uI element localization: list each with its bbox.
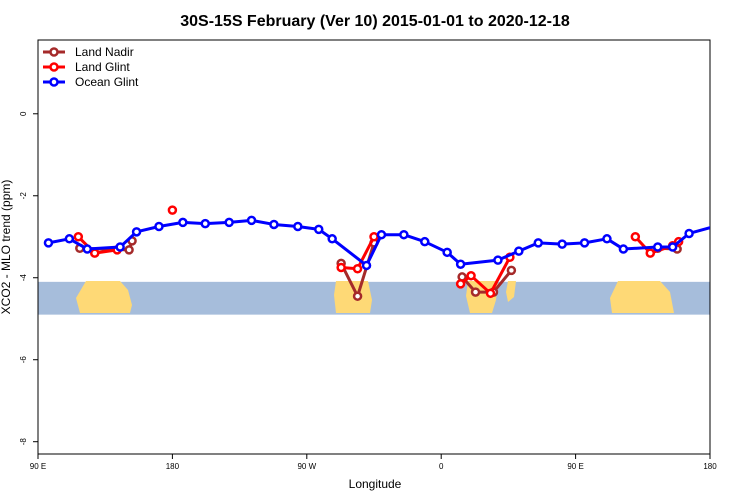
data-point-ocean-glint [200, 218, 211, 229]
data-point-ocean-glint [246, 215, 257, 226]
data-point-ocean-glint [533, 238, 544, 248]
data-point-ocean-glint [361, 260, 372, 271]
data-point-ocean-glint [224, 217, 234, 228]
legend-label: Land Glint [75, 60, 130, 74]
legend-marker [49, 77, 59, 87]
data-point-ocean-glint [376, 229, 387, 240]
legend-marker [49, 62, 59, 72]
data-point-ocean-glint [602, 234, 612, 244]
data-point-ocean-glint [420, 236, 430, 247]
data-point-ocean-glint [442, 247, 452, 258]
y-tick-label: -4 [19, 274, 28, 282]
plot-frame [37, 39, 711, 455]
x-tick-label: 90 E [567, 462, 583, 471]
data-point-ocean-glint [269, 219, 279, 230]
data-point-land-nadir [124, 245, 134, 255]
data-point-land-nadir [470, 287, 481, 297]
data-point-land-glint [485, 288, 496, 299]
data-point-ocean-glint [399, 229, 409, 240]
x-tick-label: 180 [703, 462, 717, 471]
y-axis-label: XCO2 - MLO trend (ppm) [0, 180, 13, 315]
y-tick-label: 0 [19, 111, 28, 116]
data-point-land-glint [336, 262, 346, 273]
data-point-ocean-glint [579, 238, 590, 248]
background-map [38, 281, 710, 315]
series-layer [43, 205, 710, 301]
series-line-land-nadir [460, 269, 513, 294]
data-point-ocean-glint [115, 242, 125, 252]
data-point-land-nadir [506, 265, 517, 276]
legend-label: Ocean Glint [75, 75, 139, 89]
data-point-land-nadir [352, 291, 363, 301]
data-point-ocean-glint [667, 242, 678, 252]
y-tick-label: -8 [19, 438, 28, 446]
y-tick-label: -6 [19, 356, 28, 364]
data-point-ocean-glint [557, 239, 567, 249]
data-point-ocean-glint [709, 224, 710, 229]
data-point-ocean-glint [43, 238, 54, 248]
x-axis: 90 E 180 90 W 0 90 E 180 [30, 454, 717, 471]
land-shape [76, 281, 132, 313]
data-point-land-glint [455, 279, 466, 289]
data-point-ocean-glint [82, 244, 93, 254]
data-point-land-glint [645, 248, 656, 258]
data-point-land-glint [466, 270, 476, 281]
land-shape [506, 281, 516, 302]
data-point-ocean-glint [514, 246, 524, 256]
data-point-land-glint [630, 232, 641, 242]
series-line-ocean-glint [48, 218, 710, 267]
data-point-ocean-glint [154, 221, 164, 232]
series-line-land-glint [459, 256, 512, 295]
data-point-ocean-glint [327, 234, 337, 244]
x-tick-label: 90 E [30, 462, 46, 471]
data-point-ocean-glint [493, 255, 503, 265]
legend-marker [49, 47, 59, 57]
ocean-band [38, 281, 710, 315]
data-point-ocean-glint [313, 224, 324, 235]
legend-item-land-glint: Land Glint [43, 60, 130, 74]
data-point-ocean-glint [131, 227, 142, 237]
data-point-ocean-glint [293, 221, 303, 232]
legend-item-ocean-glint: Ocean Glint [43, 75, 139, 89]
data-point-ocean-glint [178, 217, 188, 228]
y-tick-label: -2 [19, 192, 28, 200]
data-point-ocean-glint [652, 242, 663, 252]
legend-item-land-nadir: Land Nadir [43, 45, 134, 59]
data-point-ocean-glint [684, 228, 694, 239]
data-point-land-glint [73, 232, 84, 242]
chart-title: 30S-15S February (Ver 10) 2015-01-01 to … [180, 13, 570, 30]
x-tick-label: 0 [439, 462, 444, 471]
legend-label: Land Nadir [75, 45, 134, 59]
data-point-land-glint [167, 205, 178, 215]
land-shape [610, 281, 674, 313]
data-point-land-glint [352, 263, 363, 274]
data-point-ocean-glint [618, 244, 629, 254]
data-point-ocean-glint [455, 259, 466, 269]
data-point-land-glint [369, 232, 379, 242]
y-axis: 0 -2 -4 -6 -8 [19, 111, 38, 445]
x-axis-label: Longitude [349, 477, 402, 491]
x-tick-label: 180 [166, 462, 180, 471]
data-point-ocean-glint [64, 234, 75, 244]
series-ocean-glint [43, 215, 710, 271]
data-point-land-glint [89, 248, 100, 258]
x-tick-label: 90 W [297, 462, 316, 471]
